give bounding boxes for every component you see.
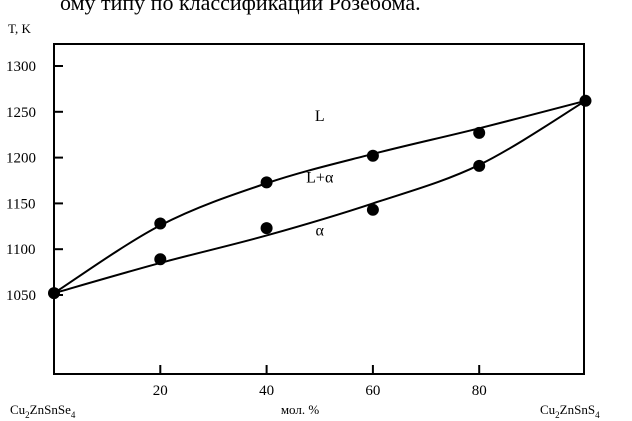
x-end-label-right: Cu2ZnSnS4	[540, 402, 600, 420]
liquidus-point	[154, 217, 167, 230]
solidus-point	[154, 253, 167, 266]
x-axis-label: мол. %	[281, 402, 320, 417]
liquidus-point	[579, 94, 592, 107]
solidus-curve	[53, 99, 587, 295]
header-text: ому типу по классификации Розебома.	[60, 0, 421, 15]
plot-frame	[53, 43, 585, 375]
y-axis-label: T, K	[8, 21, 31, 36]
x-end-label-left: Cu2ZnSnSe4	[10, 402, 76, 420]
region-label-alpha: α	[316, 222, 325, 239]
x-tick-label: 40	[259, 383, 274, 399]
region-label-two-phase: L+α	[306, 169, 334, 186]
y-tick-label: 1300	[6, 59, 36, 75]
x-tick-label: 60	[365, 383, 380, 399]
liquidus-point	[260, 176, 273, 189]
solidus-point	[260, 222, 273, 235]
region-label-liquid: L	[315, 108, 325, 125]
liquidus-curve	[53, 99, 586, 295]
x-tick-label: 20	[153, 383, 168, 399]
y-tick-label: 1100	[6, 242, 35, 258]
solidus-point	[366, 203, 379, 216]
x-tick-label: 80	[472, 383, 487, 399]
y-tick-label: 1050	[6, 288, 36, 304]
liquidus-point	[473, 126, 486, 139]
liquidus-point	[366, 149, 379, 162]
y-tick-label: 1250	[6, 105, 36, 121]
y-tick-label: 1200	[6, 151, 36, 167]
solidus-point	[473, 159, 486, 172]
y-tick-label: 1150	[6, 196, 35, 212]
liquidus-point	[48, 287, 60, 300]
